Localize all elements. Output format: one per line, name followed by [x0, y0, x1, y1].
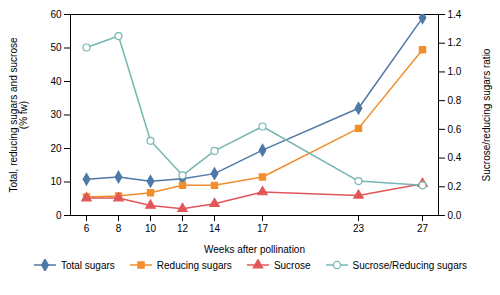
svg-text:50: 50 [50, 42, 62, 53]
svg-text:1.2: 1.2 [448, 37, 462, 48]
svg-text:0.0: 0.0 [448, 210, 462, 221]
svg-text:14: 14 [209, 223, 221, 234]
html-text:Sucrose/Reducing sugars: Sucrose/Reducing sugars [352, 259, 468, 271]
svg-text:10: 10 [145, 223, 157, 234]
html-text:Total sugars: Total sugars [60, 259, 115, 271]
svg-text:0.6: 0.6 [448, 124, 462, 135]
svg-text:6: 6 [84, 223, 90, 234]
svg-text:0.4: 0.4 [448, 152, 462, 163]
svg-text:Sucrose/reducing sugars ratio: Sucrose/reducing sugars ratio [481, 48, 492, 181]
html-text:Sucrose: Sucrose [273, 259, 311, 271]
svg-text:40: 40 [50, 76, 62, 87]
html-text:Reducing sugars: Reducing sugars [156, 259, 232, 271]
svg-text:1.0: 1.0 [448, 66, 462, 77]
svg-text:0.8: 0.8 [448, 95, 462, 106]
svg-text:20: 20 [50, 143, 62, 154]
svg-text:30: 30 [50, 109, 62, 120]
svg-text:8: 8 [116, 223, 122, 234]
svg-text:23: 23 [353, 223, 365, 234]
svg-text:12: 12 [177, 223, 189, 234]
svg-text:27: 27 [417, 223, 429, 234]
svg-text:Weeks after pollination: Weeks after pollination [204, 244, 305, 255]
svg-text:0: 0 [56, 210, 62, 221]
svg-text:0.2: 0.2 [448, 181, 462, 192]
svg-text:Total, reducing sugars and suc: Total, reducing sugars and sucrose(% fw) [8, 37, 29, 193]
svg-text:10: 10 [50, 176, 62, 187]
svg-text:1.4: 1.4 [448, 9, 462, 20]
svg-text:60: 60 [50, 9, 62, 20]
svg-text:17: 17 [257, 223, 269, 234]
